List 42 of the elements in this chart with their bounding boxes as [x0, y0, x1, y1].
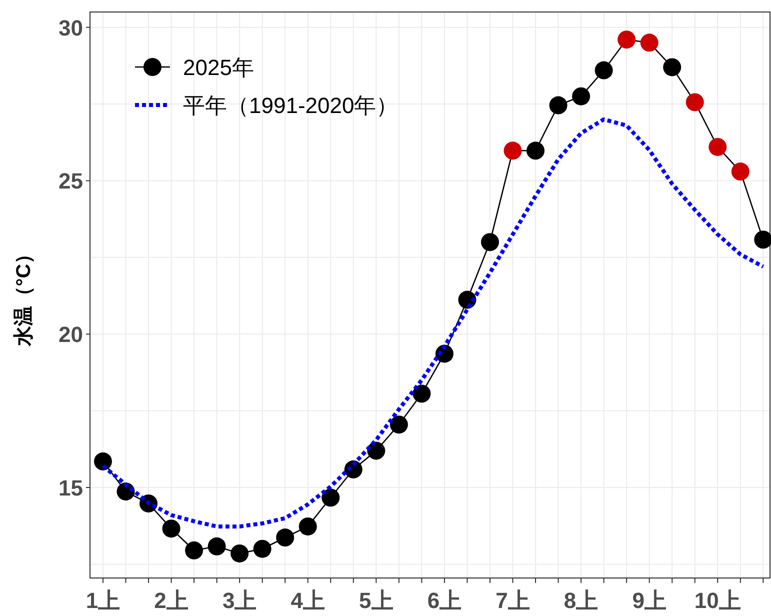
x-tick-label: 3上 — [222, 588, 257, 613]
point — [390, 416, 408, 434]
y-tick-label: 25 — [58, 168, 83, 194]
point — [754, 230, 771, 249]
point — [412, 384, 431, 403]
point — [504, 142, 522, 160]
point — [276, 528, 294, 547]
point — [367, 442, 386, 460]
point — [663, 58, 682, 76]
point — [686, 93, 704, 112]
point — [230, 544, 249, 562]
point — [162, 520, 180, 538]
point — [572, 87, 590, 106]
point — [618, 30, 636, 49]
point — [298, 517, 317, 536]
point — [322, 488, 340, 507]
x-tick-label: 5上 — [359, 588, 394, 613]
point — [185, 541, 204, 560]
legend-label: 2025年 — [183, 55, 254, 80]
x-tick-label: 1上 — [86, 588, 120, 613]
point — [94, 452, 112, 470]
point — [208, 537, 226, 556]
point — [594, 61, 613, 80]
point — [526, 142, 545, 160]
x-tick-label: 2上 — [154, 588, 188, 613]
point — [549, 96, 568, 114]
point — [253, 540, 272, 558]
point — [731, 162, 750, 181]
y-tick-label: 20 — [58, 322, 83, 348]
point — [640, 34, 658, 52]
y-axis-title: 水温（°C） — [13, 244, 35, 348]
point — [708, 138, 727, 156]
legend-label: 平年（1991-2020年） — [183, 93, 398, 118]
y-tick-label: 30 — [58, 15, 83, 40]
x-tick-label: 10上 — [694, 588, 741, 613]
x-tick-label: 6上 — [427, 588, 462, 613]
y-tick-label: 15 — [58, 476, 83, 500]
x-tick-label: 4上 — [290, 588, 325, 613]
point — [480, 233, 499, 252]
x-tick-label: 7上 — [496, 588, 530, 613]
x-tick-label: 9上 — [632, 588, 666, 613]
x-tick-label: 8上 — [564, 588, 598, 613]
